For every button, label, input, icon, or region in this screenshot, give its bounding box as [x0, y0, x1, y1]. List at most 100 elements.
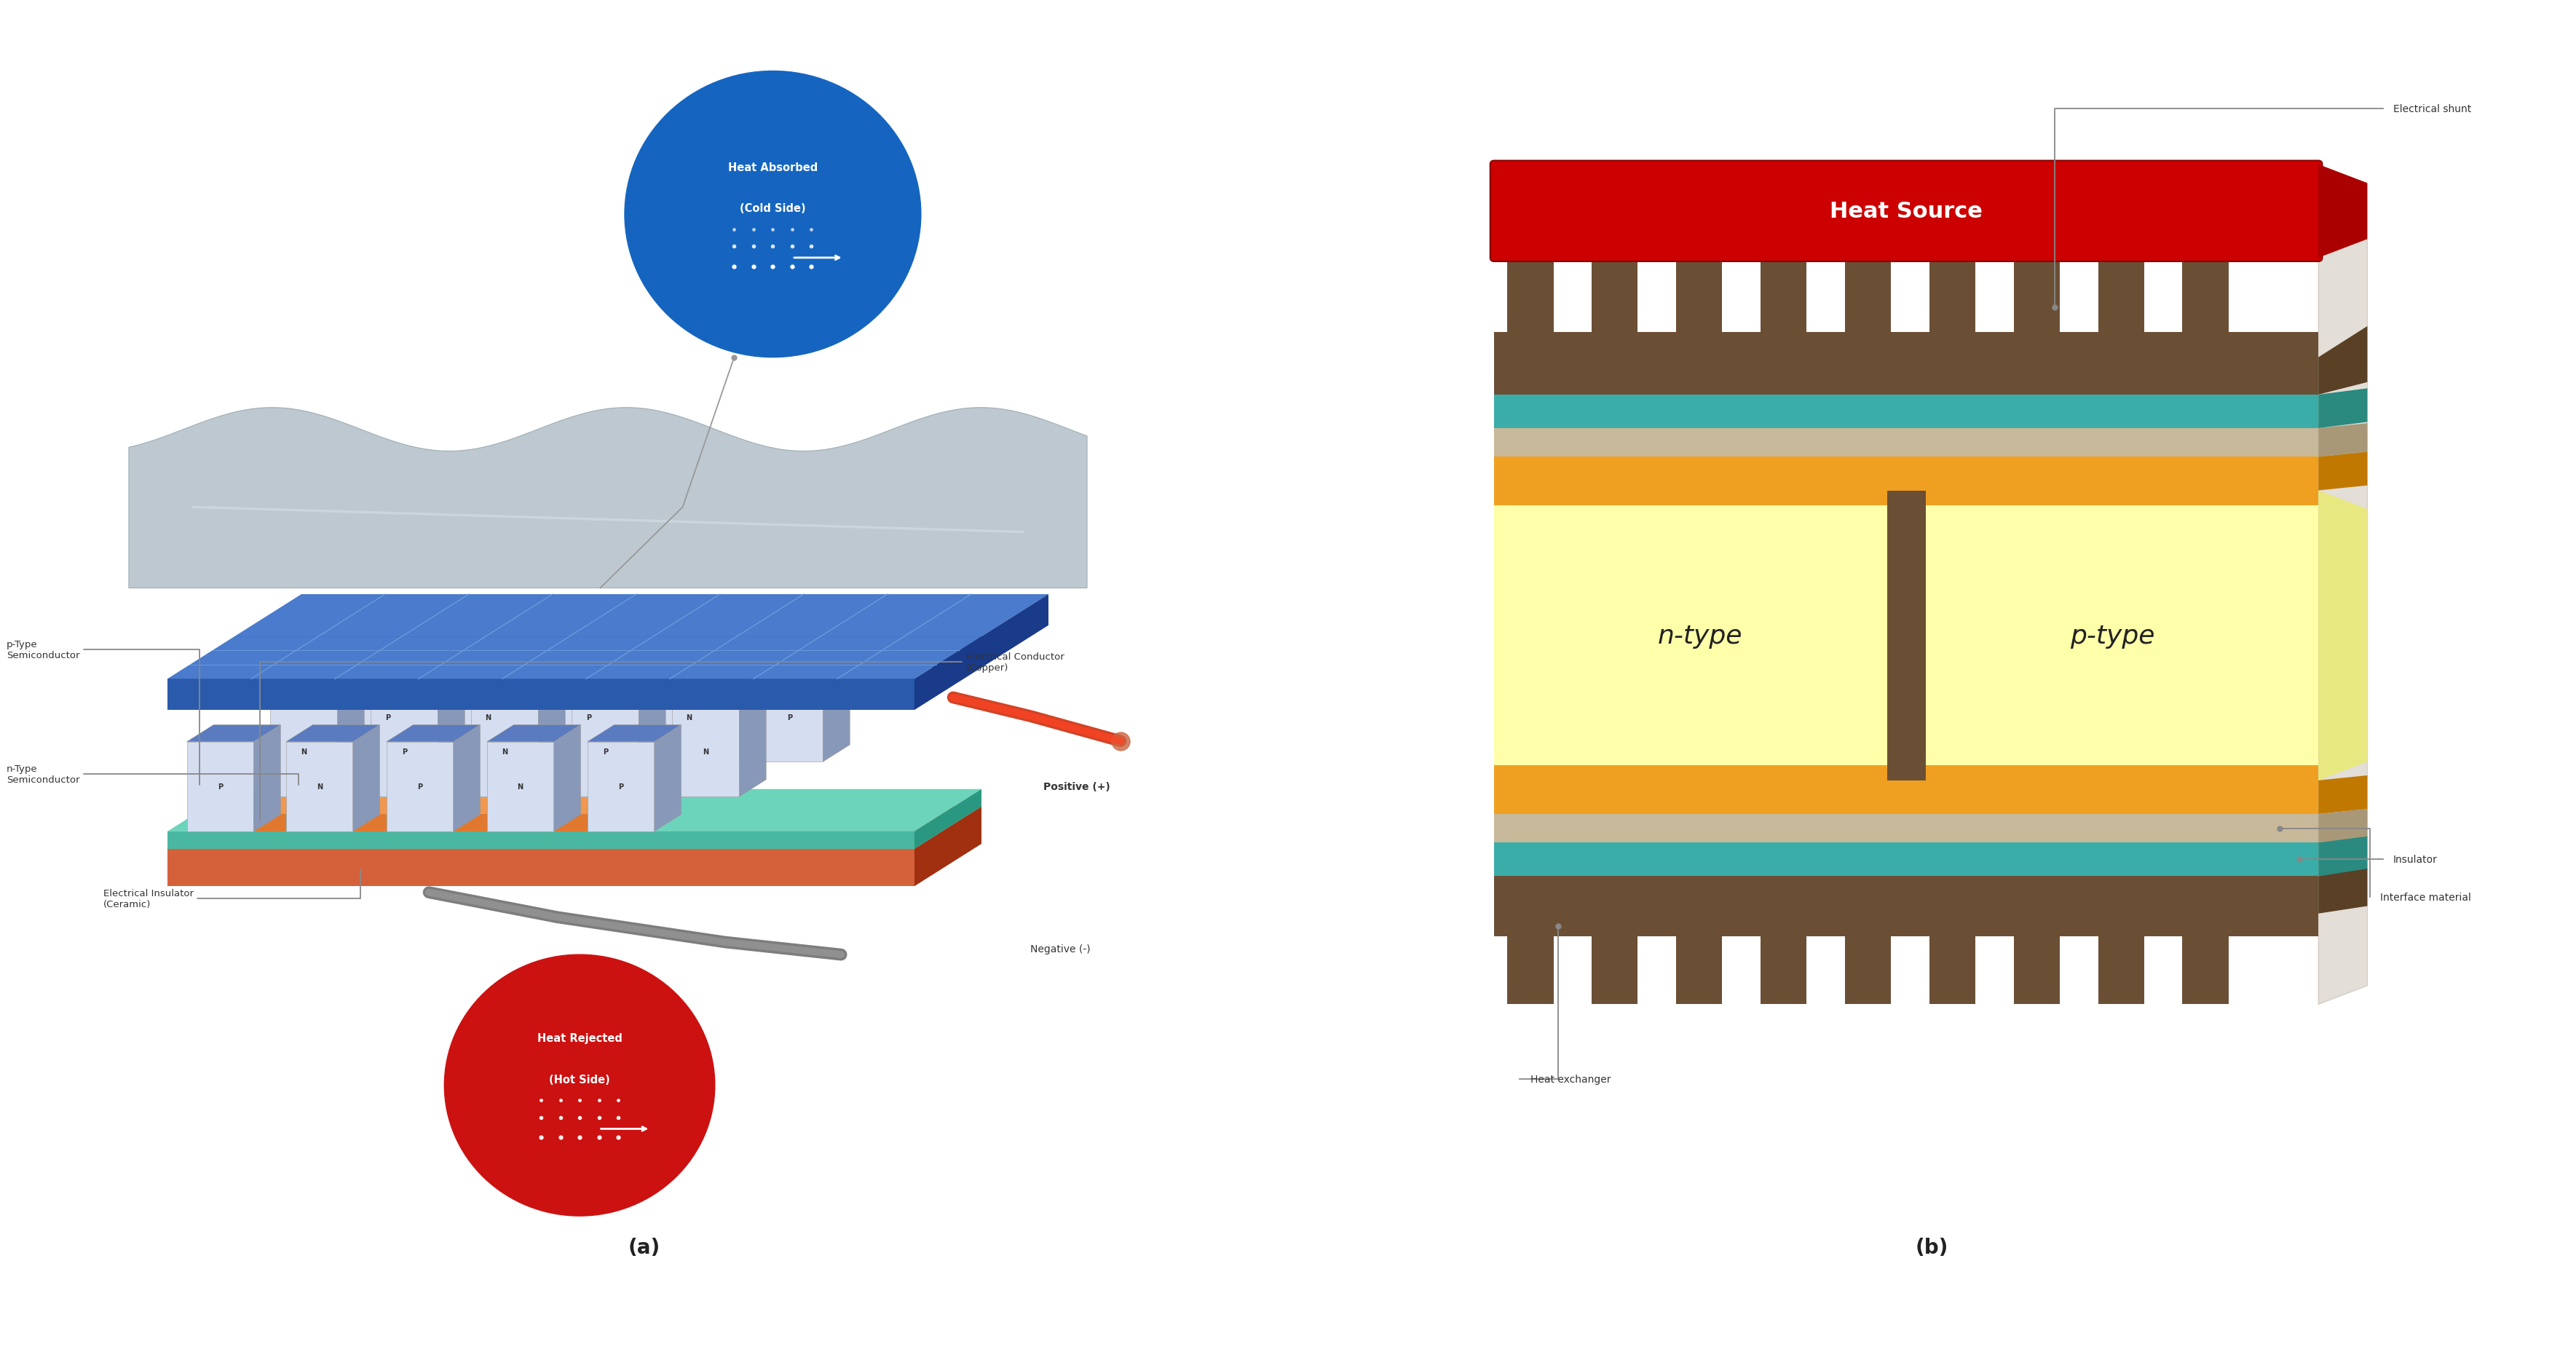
Polygon shape: [286, 742, 353, 831]
Polygon shape: [672, 691, 765, 707]
Text: Heat exchanger: Heat exchanger: [1530, 1073, 1610, 1084]
Polygon shape: [353, 798, 412, 814]
Text: n-Type
Semiconductor: n-Type Semiconductor: [8, 764, 299, 786]
Polygon shape: [554, 798, 613, 814]
Polygon shape: [487, 742, 554, 831]
Polygon shape: [639, 779, 672, 796]
Bar: [1507, 914, 1553, 1005]
Polygon shape: [914, 807, 981, 887]
Polygon shape: [757, 672, 824, 763]
Polygon shape: [2318, 389, 2367, 429]
Text: N: N: [703, 749, 708, 756]
Text: P: P: [216, 783, 224, 791]
Polygon shape: [2318, 837, 2367, 876]
Bar: [1494, 842, 2318, 876]
Text: (a): (a): [629, 1237, 659, 1257]
Polygon shape: [2318, 776, 2367, 814]
Text: Positive (+): Positive (+): [1043, 781, 1110, 792]
Text: N: N: [484, 714, 492, 721]
Polygon shape: [639, 691, 665, 796]
Bar: [1507, 258, 1553, 358]
Polygon shape: [438, 691, 464, 796]
Bar: [1844, 258, 1891, 358]
Polygon shape: [554, 814, 587, 831]
Polygon shape: [353, 814, 386, 831]
Polygon shape: [453, 798, 513, 814]
Text: Insulator: Insulator: [2393, 854, 2437, 865]
Text: P: P: [585, 714, 592, 721]
Bar: [1494, 491, 2318, 780]
Polygon shape: [623, 745, 654, 763]
Bar: [1494, 491, 2318, 506]
Polygon shape: [757, 656, 850, 672]
Text: Electrical Conductor
(Copper): Electrical Conductor (Copper): [260, 652, 1064, 821]
Bar: [1494, 814, 2318, 842]
Polygon shape: [167, 849, 914, 887]
Polygon shape: [456, 672, 520, 763]
Polygon shape: [2318, 423, 2367, 457]
Polygon shape: [2318, 239, 2367, 1005]
Polygon shape: [167, 831, 914, 849]
Bar: [1494, 780, 2318, 814]
Polygon shape: [2318, 869, 2367, 914]
Text: p-Type
Semiconductor: p-Type Semiconductor: [8, 639, 201, 786]
Polygon shape: [167, 790, 981, 831]
Text: N: N: [685, 714, 693, 721]
Bar: [1494, 395, 2318, 429]
Polygon shape: [639, 763, 698, 779]
Text: P: P: [603, 749, 608, 756]
Bar: [1844, 914, 1891, 1005]
Bar: [1929, 914, 1976, 1005]
Polygon shape: [270, 707, 337, 796]
Polygon shape: [337, 779, 371, 796]
Bar: [2014, 914, 2061, 1005]
Polygon shape: [520, 656, 549, 763]
Polygon shape: [252, 798, 312, 814]
Bar: [2182, 258, 2228, 358]
Text: N: N: [502, 749, 507, 756]
Bar: [1929, 258, 1976, 358]
Polygon shape: [453, 725, 479, 831]
Bar: [2097, 914, 2143, 1005]
Polygon shape: [520, 745, 556, 763]
Polygon shape: [587, 725, 680, 742]
Bar: [1886, 491, 1927, 780]
Text: N: N: [301, 749, 307, 756]
Bar: [1494, 457, 2318, 491]
Text: Heat Source: Heat Source: [1829, 201, 1984, 222]
Text: N: N: [317, 783, 322, 791]
Polygon shape: [234, 637, 981, 668]
Polygon shape: [538, 779, 572, 796]
Polygon shape: [188, 725, 281, 742]
Text: Interface material: Interface material: [2380, 892, 2470, 902]
Bar: [2182, 914, 2228, 1005]
Polygon shape: [252, 814, 286, 831]
Polygon shape: [252, 725, 281, 831]
Polygon shape: [167, 637, 981, 679]
Polygon shape: [286, 725, 379, 742]
Polygon shape: [672, 707, 739, 796]
Polygon shape: [520, 727, 582, 745]
Polygon shape: [438, 779, 471, 796]
Bar: [1759, 914, 1806, 1005]
Text: P: P: [384, 714, 392, 721]
Polygon shape: [422, 727, 482, 745]
Circle shape: [623, 72, 922, 358]
Polygon shape: [587, 742, 654, 831]
Polygon shape: [188, 742, 252, 831]
Polygon shape: [234, 595, 1048, 637]
Polygon shape: [538, 691, 564, 796]
Polygon shape: [371, 707, 438, 796]
Polygon shape: [554, 725, 580, 831]
Polygon shape: [654, 672, 721, 763]
Bar: [1494, 914, 2318, 937]
Bar: [1494, 429, 2318, 457]
Polygon shape: [270, 691, 363, 707]
Polygon shape: [2318, 491, 2367, 780]
Polygon shape: [337, 763, 397, 779]
Polygon shape: [556, 656, 649, 672]
Bar: [2014, 258, 2061, 358]
Text: Negative (-): Negative (-): [1030, 944, 1090, 953]
Polygon shape: [438, 763, 497, 779]
Text: p-type: p-type: [2071, 623, 2154, 648]
